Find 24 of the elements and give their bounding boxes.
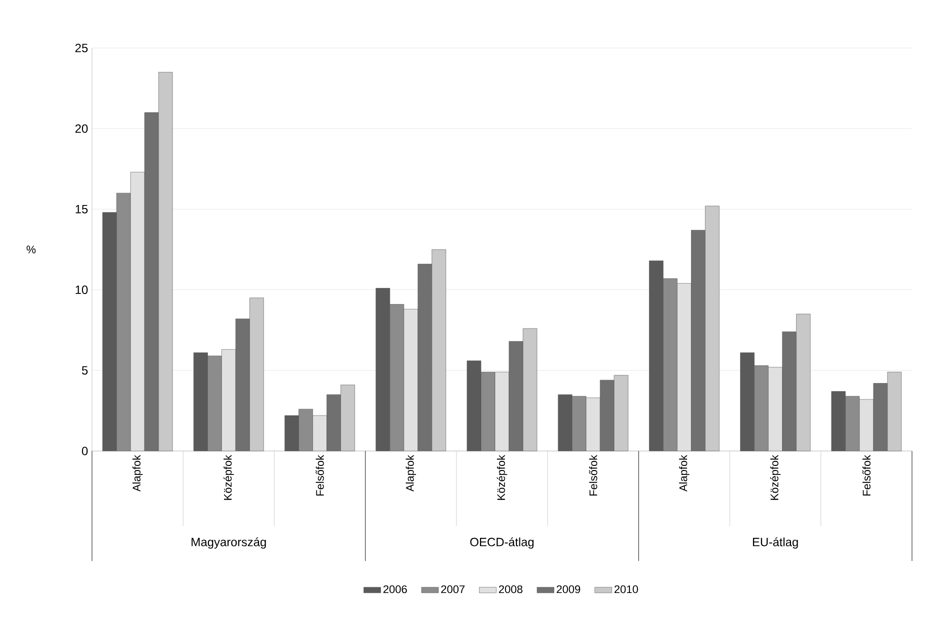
y-tick-label: 0	[82, 446, 88, 456]
text: EU-átlag	[752, 537, 798, 549]
legend-label: 2008	[498, 585, 522, 594]
x-tick-label: Középfok	[496, 454, 508, 500]
legend-label: 2010	[614, 585, 638, 594]
x-tick-label: Felsőfok	[316, 454, 324, 496]
x-tick-label: Alapfok	[406, 454, 416, 492]
x-tick-label: Középfok	[770, 454, 781, 500]
y-tick-label: 15	[76, 205, 88, 214]
x-tick-label: Alapfok	[679, 454, 690, 492]
y-tick-label: 10	[76, 286, 88, 294]
y-axis-title: %	[26, 246, 36, 254]
x-tick-label: Középfok	[223, 454, 234, 500]
x-tick-label: Felsőfok	[589, 454, 598, 496]
legend-label: 2006	[383, 585, 407, 594]
x-tick-label: Alapfok	[132, 454, 143, 492]
y-tick-label: 20	[75, 124, 88, 133]
y-tick-label: 25	[75, 44, 88, 52]
legend-label: 2009	[556, 585, 580, 594]
text: OECD-átlag	[470, 537, 534, 549]
text: Magyarország	[192, 537, 266, 549]
legend-label: 2007	[441, 585, 465, 594]
y-tick-label: 5	[82, 366, 88, 375]
x-tick-label: Felsőfok	[862, 454, 871, 496]
